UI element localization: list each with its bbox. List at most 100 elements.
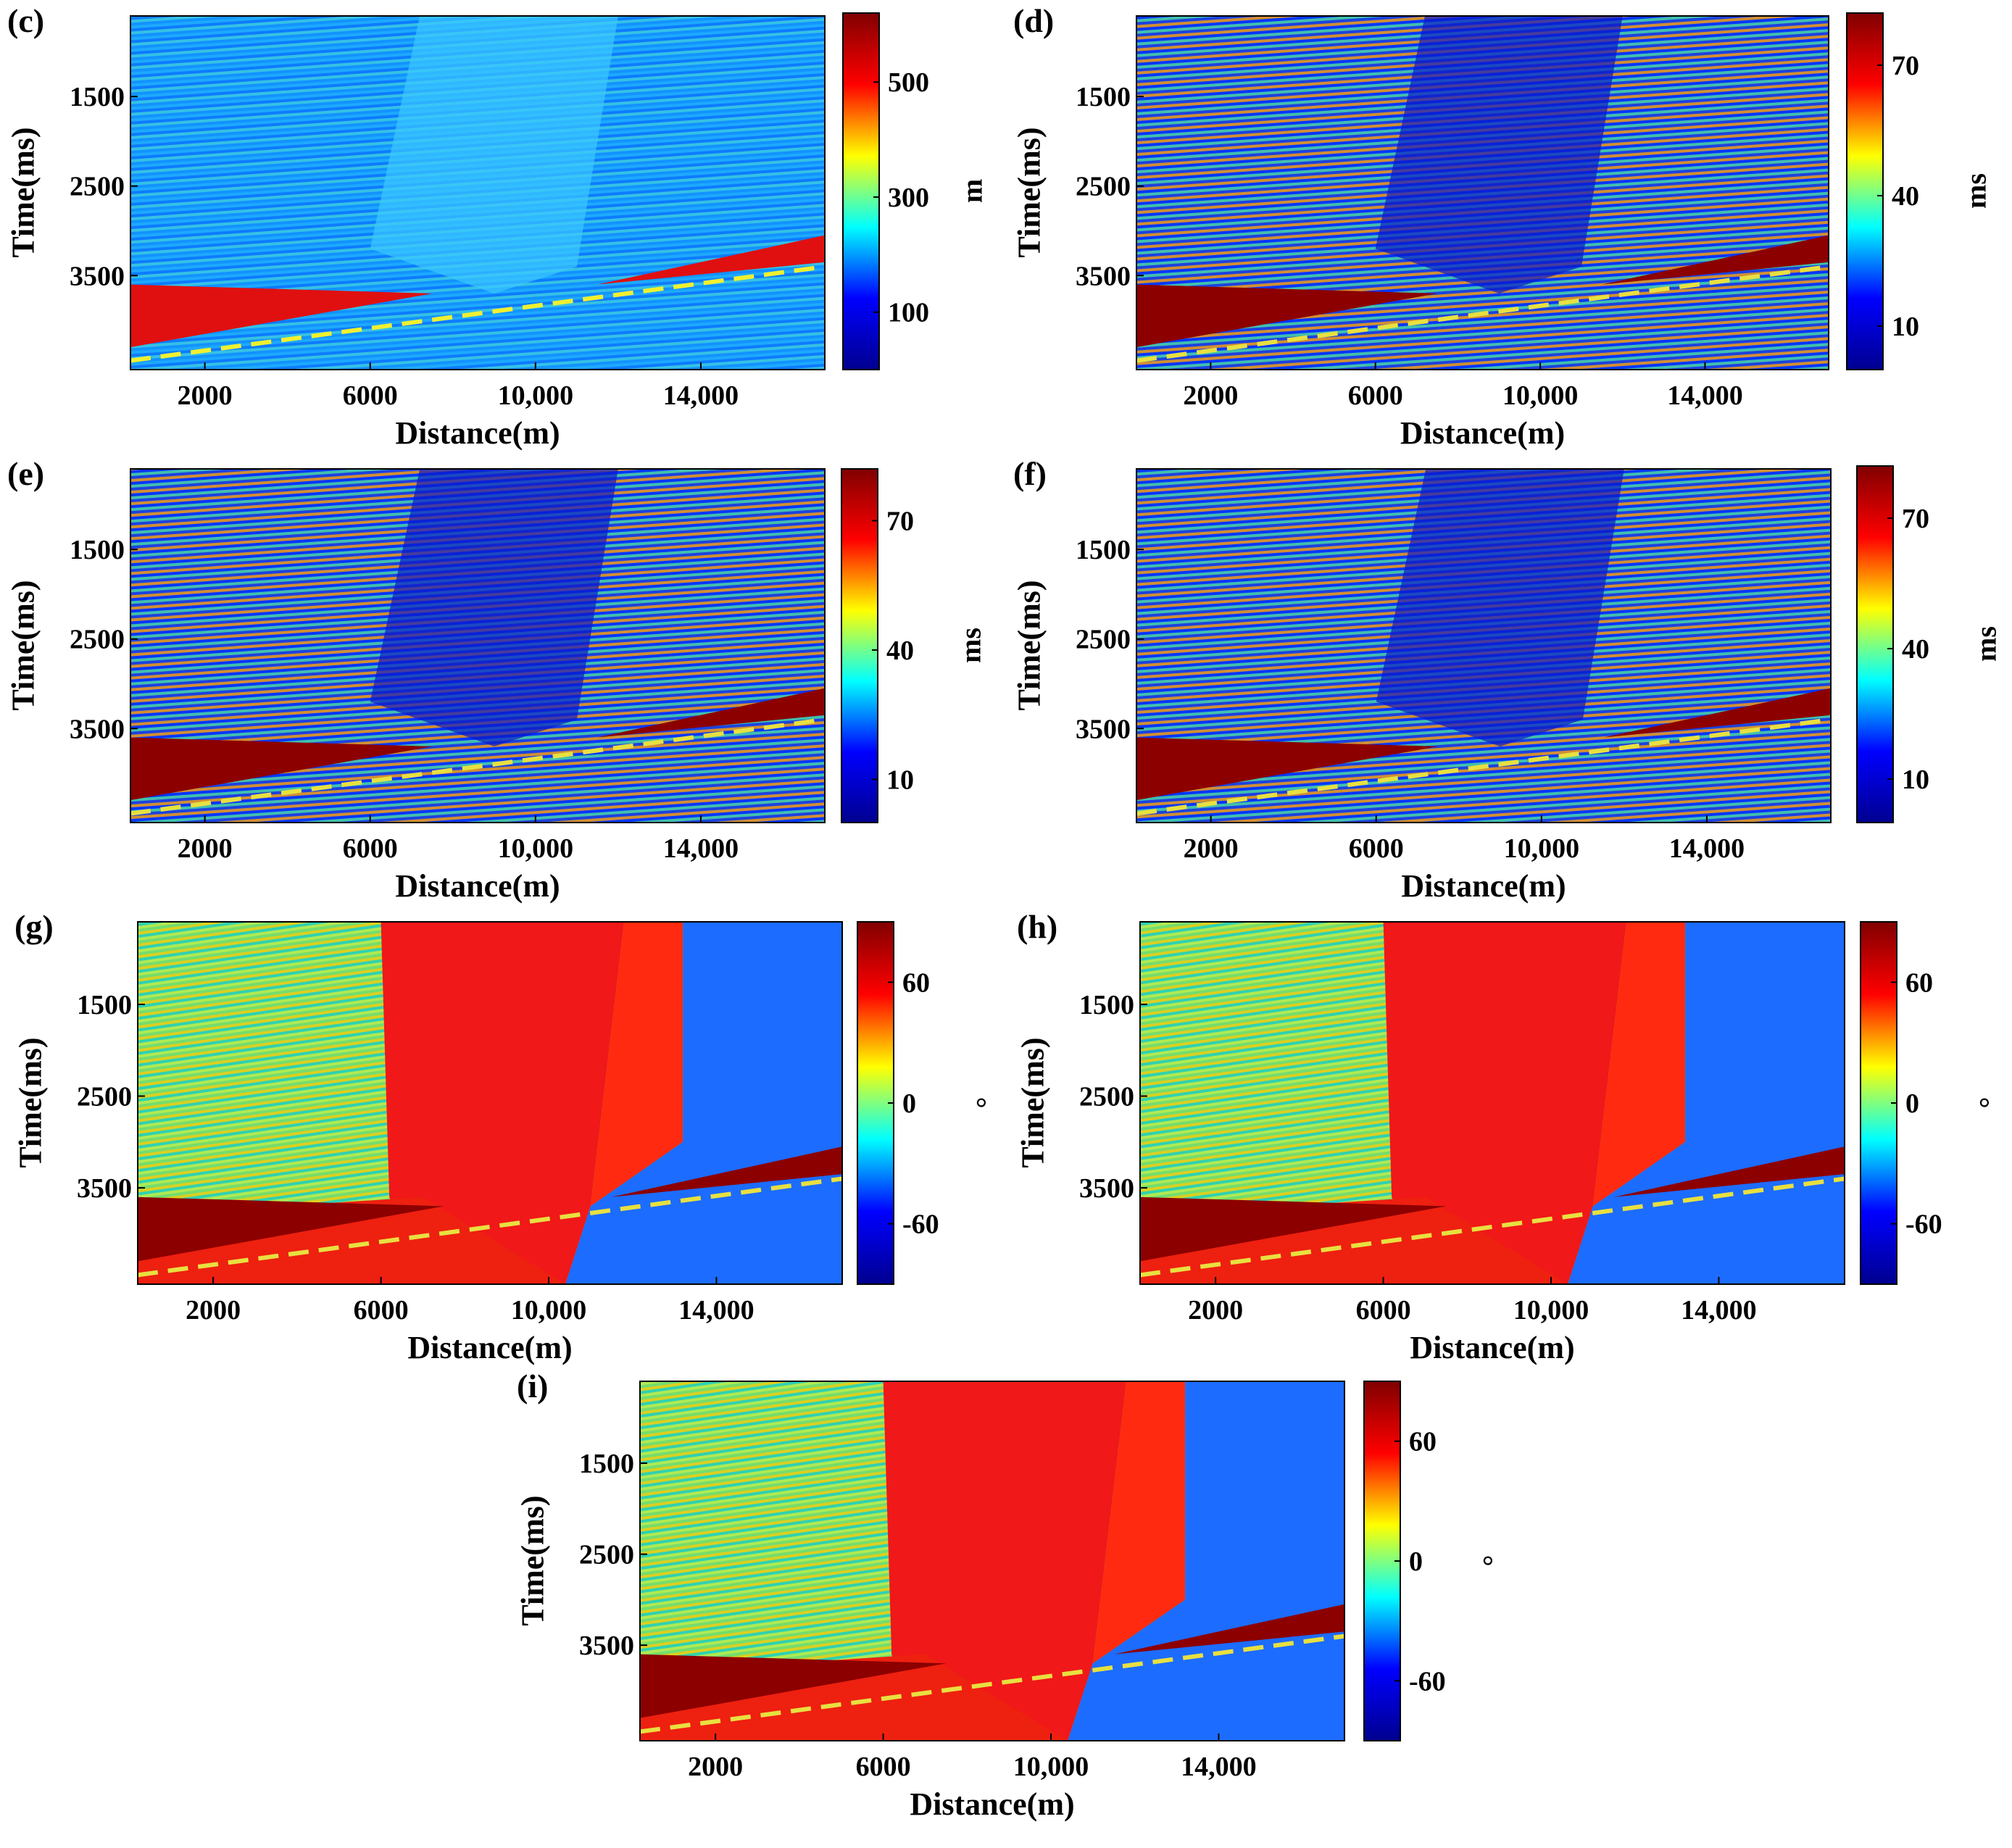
colorbar-h bbox=[1860, 921, 1897, 1285]
x-axis-label: Distance(m) bbox=[395, 868, 560, 904]
colorbar-tick-label: 10 bbox=[1902, 765, 1929, 795]
colorbar-unit-label: ms bbox=[1969, 626, 2003, 662]
colorbar-e bbox=[841, 468, 878, 823]
x-tick-label: 10,000 bbox=[1502, 380, 1579, 411]
panel-label-e: (e) bbox=[7, 455, 45, 492]
colorbar-tick-label: 70 bbox=[1902, 504, 1929, 534]
x-tick-label: 6000 bbox=[1356, 1295, 1411, 1325]
x-tick-label: 6000 bbox=[1348, 380, 1403, 411]
colorbar-unit-label: ° bbox=[1973, 1096, 2006, 1109]
x-tick-label: 10,000 bbox=[511, 1295, 587, 1325]
colorbar-tick-label: 60 bbox=[902, 967, 930, 998]
colorbar-i bbox=[1363, 1381, 1401, 1741]
colorbar-unit-label: ° bbox=[1476, 1554, 1510, 1567]
colorbar-tick-label: -60 bbox=[902, 1210, 939, 1240]
colorbar-tick-label: 40 bbox=[1892, 181, 1919, 212]
plot-frame-c bbox=[130, 15, 826, 370]
y-tick-label: 3500 bbox=[1079, 1173, 1134, 1204]
x-tick-label: 6000 bbox=[343, 380, 398, 411]
colorbar-unit-label: m bbox=[955, 178, 989, 204]
colorbar-c bbox=[842, 12, 880, 370]
x-tick-label: 2000 bbox=[186, 1295, 241, 1325]
x-axis-label: Distance(m) bbox=[1410, 1330, 1575, 1365]
x-tick-label: 2000 bbox=[1184, 833, 1239, 864]
y-axis-label: Time(ms) bbox=[12, 1037, 49, 1168]
x-tick-label: 14,000 bbox=[1669, 833, 1745, 864]
x-tick-label: 10,000 bbox=[498, 380, 574, 411]
colorbar-unit-label: ms bbox=[954, 628, 987, 663]
x-axis-label: Distance(m) bbox=[395, 415, 560, 451]
colorbar-tick-label: 60 bbox=[1905, 967, 1933, 998]
colorbar-unit-label: ° bbox=[970, 1096, 1003, 1109]
panel-label-d: (d) bbox=[1013, 2, 1055, 39]
colorbar-tick-label: 10 bbox=[886, 765, 914, 795]
plot-frame-e bbox=[130, 468, 826, 823]
x-tick-label: 14,000 bbox=[1667, 380, 1743, 411]
heatmap-image-c bbox=[130, 16, 825, 370]
y-tick-label: 1500 bbox=[70, 535, 125, 565]
y-tick-label: 2500 bbox=[70, 625, 125, 655]
y-tick-label: 1500 bbox=[1079, 990, 1134, 1020]
plot-frame-d bbox=[1136, 15, 1829, 370]
x-tick-label: 6000 bbox=[343, 833, 398, 864]
y-tick-label: 1500 bbox=[579, 1449, 634, 1479]
y-tick-label: 1500 bbox=[70, 82, 125, 112]
y-axis-label: Time(ms) bbox=[1011, 127, 1047, 258]
x-tick-label: 14,000 bbox=[663, 833, 739, 864]
heatmap-image-f bbox=[1136, 469, 1831, 823]
colorbar-tick-label: 70 bbox=[886, 506, 914, 536]
plot-frame-g bbox=[137, 921, 843, 1285]
colorbar-tick-label: 70 bbox=[1892, 51, 1919, 81]
y-tick-label: 3500 bbox=[1076, 261, 1131, 291]
x-tick-label: 2000 bbox=[1183, 380, 1238, 411]
colorbar-tick-label: -60 bbox=[1409, 1666, 1446, 1697]
plot-frame-h bbox=[1139, 921, 1845, 1285]
y-axis-label: Time(ms) bbox=[5, 127, 41, 258]
plot-frame-i bbox=[639, 1381, 1345, 1741]
y-tick-label: 2500 bbox=[1079, 1082, 1134, 1112]
x-tick-label: 2000 bbox=[1188, 1295, 1243, 1325]
y-tick-label: 1500 bbox=[1076, 535, 1131, 565]
panel-label-g: (g) bbox=[14, 908, 54, 945]
colorbar-tick-label: 500 bbox=[888, 67, 929, 98]
x-tick-label: 10,000 bbox=[1504, 833, 1580, 864]
y-axis-label: Time(ms) bbox=[1011, 580, 1047, 711]
y-tick-label: 3500 bbox=[1076, 714, 1131, 744]
y-tick-label: 3500 bbox=[70, 714, 125, 744]
panel-label-f: (f) bbox=[1013, 455, 1047, 492]
y-axis-label: Time(ms) bbox=[1015, 1037, 1051, 1168]
y-tick-label: 2500 bbox=[1076, 625, 1131, 655]
y-tick-label: 3500 bbox=[579, 1631, 634, 1661]
y-axis-label: Time(ms) bbox=[5, 580, 41, 711]
panel-label-h: (h) bbox=[1017, 908, 1058, 945]
x-tick-label: 14,000 bbox=[1181, 1752, 1257, 1782]
colorbar-tick-label: 100 bbox=[888, 298, 929, 328]
x-tick-label: 2000 bbox=[178, 380, 233, 411]
x-axis-label: Distance(m) bbox=[407, 1330, 573, 1365]
y-tick-label: 1500 bbox=[1076, 82, 1131, 112]
x-tick-label: 6000 bbox=[354, 1295, 409, 1325]
y-tick-label: 3500 bbox=[77, 1173, 132, 1204]
colorbar-unit-label: ms bbox=[1959, 173, 1992, 209]
x-tick-label: 14,000 bbox=[678, 1295, 754, 1325]
x-tick-label: 6000 bbox=[856, 1752, 911, 1782]
colorbar-tick-label: 0 bbox=[1409, 1547, 1423, 1577]
colorbar-tick-label: -60 bbox=[1905, 1210, 1942, 1240]
heatmap-image-g bbox=[138, 922, 842, 1284]
heatmap-image-i bbox=[640, 1381, 1344, 1741]
colorbar-tick-label: 0 bbox=[1905, 1089, 1919, 1119]
x-tick-label: 14,000 bbox=[663, 380, 739, 411]
y-tick-label: 3500 bbox=[70, 261, 125, 291]
colorbar-tick-label: 10 bbox=[1892, 312, 1919, 342]
y-tick-label: 1500 bbox=[77, 990, 132, 1020]
y-axis-label: Time(ms) bbox=[515, 1495, 551, 1626]
colorbar-tick-label: 0 bbox=[902, 1089, 916, 1119]
x-tick-label: 10,000 bbox=[1513, 1295, 1589, 1325]
